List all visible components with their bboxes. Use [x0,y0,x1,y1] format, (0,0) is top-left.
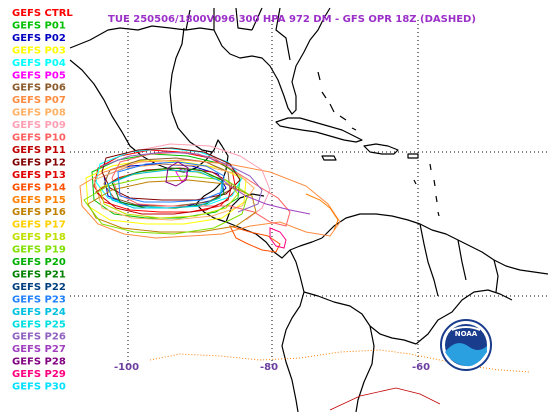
legend-member-gefs-p06: GEFS P06 [12,83,66,94]
noaa-logo: NOAA [440,319,492,371]
legend-member-gefs-p23: GEFS P23 [12,294,66,305]
legend-member-gefs-p14: GEFS P14 [12,182,66,193]
legend-member-gefs-p12: GEFS P12 [12,157,66,168]
legend-member-gefs-p01: GEFS P01 [12,20,66,31]
lon-label-east: -60 [412,362,430,373]
legend-member-gefs-p19: GEFS P19 [12,245,66,256]
legend-member-gefs-p08: GEFS P08 [12,108,66,119]
map-title: TUE 250506/1800V096 300 HPA 972 DM - GFS… [108,14,476,25]
legend-member-gefs-p29: GEFS P29 [12,369,66,380]
legend-member-gefs-p07: GEFS P07 [12,95,66,106]
noaa-logo-text: NOAA [455,330,478,338]
legend-member-gefs-p17: GEFS P17 [12,220,66,231]
lon-label-west: -100 [114,362,139,373]
legend-member-gefs-p27: GEFS P27 [12,344,66,355]
legend-member-gefs-p11: GEFS P11 [12,145,66,156]
legend-member-gefs-p21: GEFS P21 [12,269,66,280]
legend-member-gefs-p25: GEFS P25 [12,319,66,330]
legend-member-gefs-ctrl: GEFS CTRL [12,8,73,19]
lon-label-mid: -80 [260,362,278,373]
legend-member-gefs-p13: GEFS P13 [12,170,66,181]
legend-member-gefs-p22: GEFS P22 [12,282,66,293]
coastlines [69,7,548,412]
legend-member-gefs-p04: GEFS P04 [12,58,66,69]
legend-member-gefs-p05: GEFS P05 [12,70,66,81]
legend-member-gefs-p02: GEFS P02 [12,33,66,44]
legend-member-gefs-p03: GEFS P03 [12,45,66,56]
legend-member-gefs-p10: GEFS P10 [12,133,66,144]
legend-member-gefs-p15: GEFS P15 [12,195,66,206]
legend-member-gefs-p18: GEFS P18 [12,232,66,243]
legend-member-gefs-p20: GEFS P20 [12,257,66,268]
legend-member-gefs-p30: GEFS P30 [12,382,66,393]
legend-member-gefs-p26: GEFS P26 [12,332,66,343]
legend-member-gefs-p24: GEFS P24 [12,307,66,318]
legend-member-gefs-p16: GEFS P16 [12,207,66,218]
legend-member-gefs-p28: GEFS P28 [12,357,66,368]
legend-member-gefs-p09: GEFS P09 [12,120,66,131]
